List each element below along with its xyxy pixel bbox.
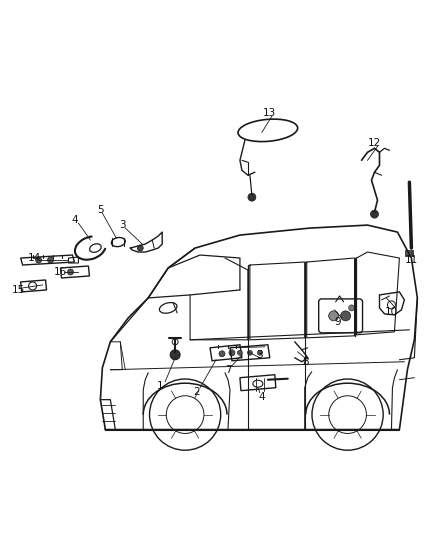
Circle shape xyxy=(219,351,225,357)
Circle shape xyxy=(371,210,378,218)
Text: 4: 4 xyxy=(71,215,78,225)
Text: 3: 3 xyxy=(119,220,126,230)
Text: 3: 3 xyxy=(257,350,263,360)
Text: 1: 1 xyxy=(157,381,163,391)
Circle shape xyxy=(349,305,355,311)
Circle shape xyxy=(328,311,339,321)
FancyBboxPatch shape xyxy=(406,250,413,256)
Circle shape xyxy=(170,350,180,360)
Text: 12: 12 xyxy=(368,139,381,148)
Text: 16: 16 xyxy=(54,267,67,277)
Text: 11: 11 xyxy=(405,255,418,265)
Text: 9: 9 xyxy=(334,317,341,327)
Circle shape xyxy=(67,269,74,275)
Text: 5: 5 xyxy=(97,205,104,215)
Circle shape xyxy=(137,245,143,251)
Text: 7: 7 xyxy=(225,365,231,375)
Circle shape xyxy=(341,311,350,321)
Text: 15: 15 xyxy=(12,285,25,295)
Text: 14: 14 xyxy=(28,253,41,263)
Text: 4: 4 xyxy=(258,392,265,402)
Text: 2: 2 xyxy=(193,386,199,397)
Circle shape xyxy=(237,350,242,356)
Circle shape xyxy=(48,257,53,263)
Circle shape xyxy=(35,257,42,263)
Text: 8: 8 xyxy=(302,357,309,367)
Circle shape xyxy=(229,350,235,356)
Circle shape xyxy=(248,193,256,201)
Text: 13: 13 xyxy=(263,108,276,118)
Circle shape xyxy=(247,350,252,356)
Circle shape xyxy=(258,350,262,356)
Text: 10: 10 xyxy=(385,307,398,317)
